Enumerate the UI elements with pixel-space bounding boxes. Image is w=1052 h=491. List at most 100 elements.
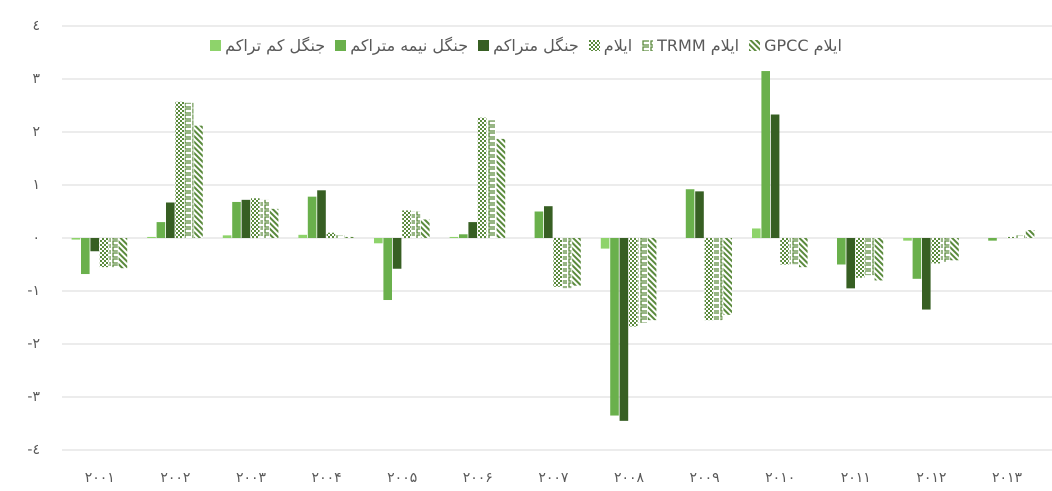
bar	[411, 211, 421, 238]
legend-item: جنگل کم تراکم	[210, 36, 325, 55]
bar	[307, 196, 317, 238]
bar	[81, 238, 90, 275]
bar	[903, 238, 912, 241]
bar	[770, 114, 780, 238]
x-tick-label: ۲۰۱۳	[992, 470, 1023, 486]
bar	[496, 138, 506, 238]
bar	[761, 71, 770, 238]
bar	[619, 238, 629, 421]
bar	[194, 125, 203, 238]
x-tick-label: ۲۰۰۴	[312, 470, 342, 486]
legend-label: جنگل کم تراکم	[225, 36, 326, 55]
x-tick-label: ۲۰۰۳	[236, 470, 267, 486]
bar	[175, 101, 184, 238]
bar	[345, 236, 354, 238]
y-tick-label: ٣	[32, 71, 40, 87]
y-tick-label: ١	[32, 177, 40, 193]
bar	[922, 238, 931, 310]
bar	[232, 201, 241, 238]
bar	[940, 238, 950, 262]
bar	[685, 189, 695, 238]
y-tick-label: -٢	[27, 336, 40, 352]
bar	[799, 238, 808, 268]
bar	[468, 222, 477, 238]
x-tick-label: ۲۰۰۵	[387, 470, 417, 486]
y-tick-label: -٣	[27, 389, 40, 405]
legend-swatch-fill	[335, 40, 347, 51]
legend-item: جنگل متراکم	[478, 36, 579, 55]
bar	[789, 238, 799, 265]
bar	[912, 238, 922, 279]
bar	[392, 238, 402, 269]
bar	[402, 210, 411, 238]
bar	[865, 238, 874, 276]
bar	[572, 238, 581, 286]
bar	[846, 238, 855, 289]
bar	[241, 199, 251, 238]
bar	[487, 120, 496, 238]
bar	[317, 190, 326, 238]
bar	[118, 238, 128, 269]
y-tick-label: -١	[27, 283, 40, 299]
x-tick-label: ۲۰۰۹	[690, 470, 720, 486]
legend-label: ایلام TRMM	[657, 36, 740, 55]
legend-item: ایلام GPCC	[749, 36, 842, 55]
bar	[638, 238, 647, 323]
x-tick-label: ۲۰۰۷	[538, 470, 569, 486]
bar	[950, 238, 959, 261]
legend-label: ایلام GPCC	[764, 36, 842, 55]
bar	[99, 238, 109, 268]
bar	[184, 102, 194, 238]
bar	[752, 228, 761, 238]
bar	[269, 208, 279, 238]
bar	[837, 238, 846, 265]
x-tick-label: ۲۰۱۰	[765, 470, 795, 486]
bar	[298, 234, 307, 238]
bar	[647, 238, 657, 321]
bar	[156, 222, 166, 238]
bar	[874, 238, 884, 281]
legend-swatch-fill	[588, 40, 600, 51]
x-tick-label: ۲۰۰۱	[85, 470, 115, 486]
y-tick-label: ٠	[32, 230, 40, 246]
legend-item: جنگل نیمه متراکم	[335, 36, 468, 55]
x-tick-label: ۲۰۱۱	[841, 470, 871, 486]
x-tick-label: ۲۰۰۶	[463, 470, 493, 486]
legend-label: جنگل نیمه متراکم	[350, 36, 469, 55]
bar	[421, 219, 430, 238]
legend-swatch	[642, 40, 654, 51]
y-tick-label: -٤	[27, 442, 40, 458]
legend-swatch	[588, 40, 600, 51]
bar	[260, 199, 269, 238]
legend-label: جنگل متراکم	[493, 36, 579, 55]
bar	[90, 238, 99, 252]
bar	[109, 238, 118, 268]
bar	[695, 191, 704, 238]
bar	[1016, 235, 1025, 238]
bar	[610, 238, 619, 416]
bar	[1007, 236, 1016, 238]
bar	[988, 238, 997, 241]
bar	[477, 117, 487, 238]
bar	[326, 232, 336, 238]
legend-swatch	[335, 40, 347, 51]
bar	[374, 238, 383, 244]
bar	[780, 238, 789, 265]
bar	[534, 211, 544, 238]
legend-swatch	[749, 40, 761, 51]
legend-swatch	[210, 40, 222, 51]
legend-item: ایلام	[588, 36, 632, 55]
bar	[600, 238, 610, 249]
bar	[251, 198, 260, 238]
bar	[562, 238, 572, 289]
bar	[166, 202, 175, 238]
legend-item: ایلام TRMM	[642, 36, 739, 55]
bar	[629, 238, 638, 327]
x-tick-label: ۲۰۰۲	[160, 470, 190, 486]
bar	[714, 238, 723, 321]
legend: ایلام GPCC ایلام TRMM ایلام جنگل متراکم جنگل…	[0, 36, 1052, 55]
bar	[71, 238, 81, 240]
bar	[336, 235, 345, 238]
